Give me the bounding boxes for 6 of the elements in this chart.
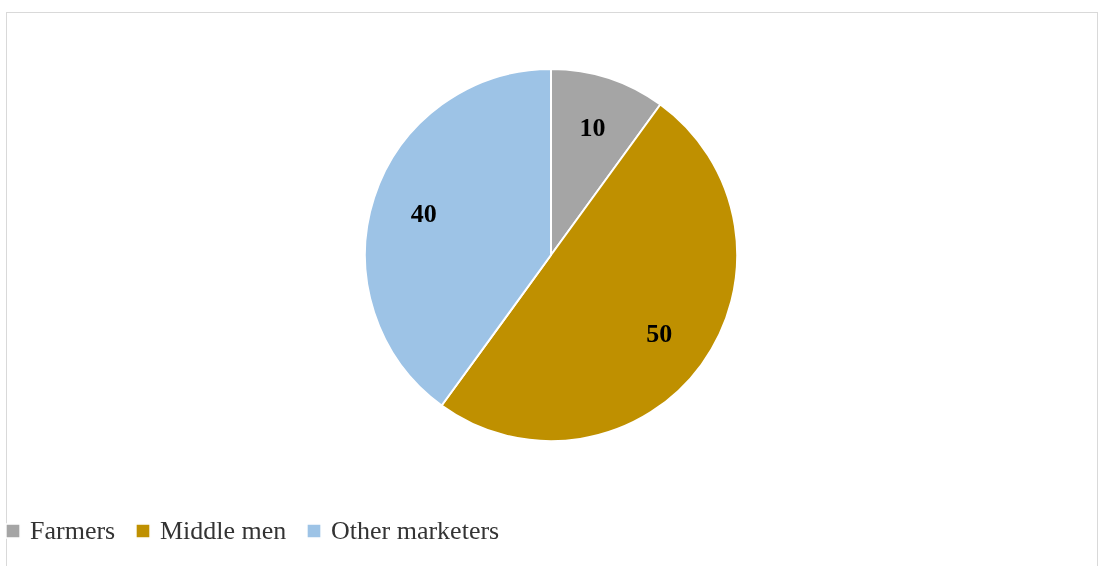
- data-label: 10: [579, 112, 606, 142]
- legend-label: Farmers: [30, 516, 116, 545]
- legend-label: Other marketers: [331, 516, 500, 545]
- data-label: 50: [646, 318, 673, 348]
- legend-label: Middle men: [160, 516, 287, 545]
- data-label: 40: [410, 198, 437, 228]
